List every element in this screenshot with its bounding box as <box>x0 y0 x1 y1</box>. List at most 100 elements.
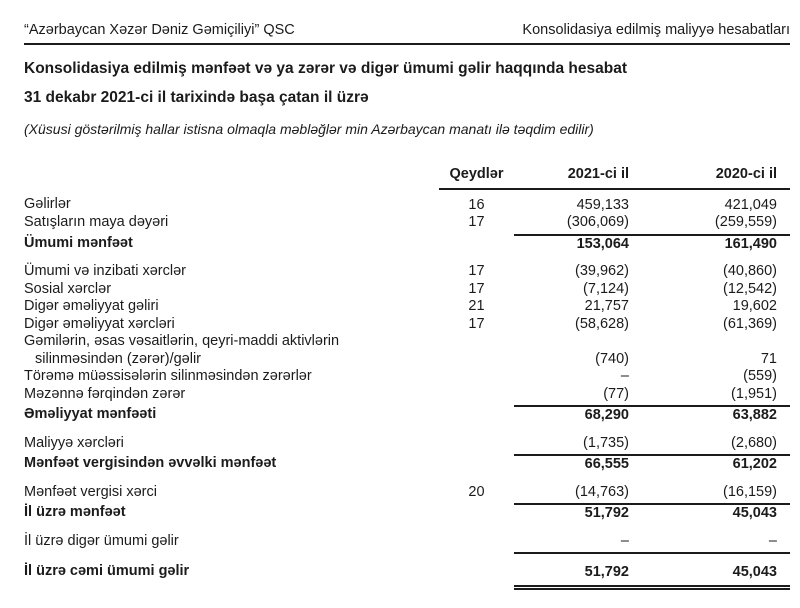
table-row: İl üzrə cəmi ümumi gəlir 51,792 45,043 <box>24 553 790 590</box>
presentation-note: (Xüsusi göstərilmiş hallar istisna olmaq… <box>24 121 594 137</box>
row-label-line2: silinməsindən (zərər)/gəlir <box>35 350 201 367</box>
row-note-number: 17 <box>468 263 485 279</box>
statement-period: 31 dekabr 2021-ci il tarixində başa çata… <box>24 89 369 106</box>
row-value-2020: (16,159) <box>640 473 790 505</box>
row-note-number <box>439 235 514 254</box>
table-row: Ümumi mənfəət 153,064 161,490 <box>24 235 790 254</box>
table-row: Mənfəət vergisi xərci 20 (14,763) (16,159) <box>24 473 790 505</box>
income-statement-table: Qeydlər 2021-ci il 2020-ci il Gəlirlər 16… <box>24 166 790 590</box>
table-row: Gəmilərin, əsas vəsaitlərin, qeyri-maddi… <box>24 333 790 368</box>
row-value-2020: 63,882 <box>732 407 777 423</box>
row-label: Sosial xərclər <box>24 280 112 297</box>
row-value-2020: (259,559) <box>640 214 790 236</box>
row-label: Ümumi mənfəət <box>24 234 133 251</box>
table-row: Digər əməliyyat gəliri 21 21,757 19,602 <box>24 298 790 316</box>
company-name: “Azərbaycan Xəzər Dəniz Gəmiçiliyi” QSC <box>24 22 295 38</box>
row-label: Digər əməliyyat gəliri <box>24 298 159 314</box>
row-value-2020: 61,202 <box>732 456 777 472</box>
row-label: Digər əməliyyat xərcləri <box>24 315 175 332</box>
row-value-2020: – <box>640 522 790 554</box>
row-note-number <box>439 504 514 523</box>
row-note-number <box>439 406 514 425</box>
row-note-number <box>439 455 514 474</box>
table-row: Əməliyyat mənfəəti 68,290 63,882 <box>24 406 790 425</box>
statement-table-body: Gəlirlər 16 459,133 421,049 Satışların maya … <box>24 189 790 590</box>
row-note-number <box>439 553 514 587</box>
row-label: Satışların maya dəyəri <box>24 214 169 230</box>
row-label: İl üzrə mənfəət <box>24 504 126 520</box>
row-value-2021: – <box>514 522 640 554</box>
row-value-2020: (1,951) <box>640 385 790 407</box>
row-value-2020: 421,049 <box>724 196 777 213</box>
row-value-2020: 71 <box>760 350 777 367</box>
row-note-number: 21 <box>468 298 485 314</box>
table-row: İl üzrə digər ümumi gəlir – – <box>24 522 790 554</box>
row-value-2021: 459,133 <box>576 196 629 213</box>
row-value-2021: 66,555 <box>584 456 629 472</box>
row-value-2021: (77) <box>514 385 640 407</box>
row-value-2020: (40,860) <box>722 263 777 279</box>
label-column-header <box>24 166 439 189</box>
row-note-number <box>439 386 514 407</box>
row-value-2021: (1,735) <box>514 424 640 456</box>
row-label: İl üzrə cəmi ümumi gəlir <box>24 563 190 579</box>
row-label: Maliyyə xərcləri <box>24 434 124 451</box>
row-value-2021: 21,757 <box>584 298 629 314</box>
year-2020-column-header: 2020-ci il <box>640 166 790 190</box>
row-value-2021: 68,290 <box>584 407 629 423</box>
statement-title: Konsolidasiya edilmiş mənfəət və ya zərə… <box>24 60 627 77</box>
row-label: Mənfəət vergisindən əvvəlki mənfəət <box>24 455 277 471</box>
row-value-2020: 161,490 <box>724 235 777 252</box>
row-value-2020: 45,043 <box>640 553 790 590</box>
notes-column-header: Qeydlər <box>439 166 514 190</box>
row-value-2021: – <box>620 368 629 384</box>
row-note-number: 17 <box>468 280 485 297</box>
row-value-2020: 45,043 <box>732 505 777 521</box>
table-row: Sosial xərclər 17 (7,124) (12,542) <box>24 281 790 299</box>
year-2021-column-header: 2021-ci il <box>514 166 640 190</box>
row-note-number: 20 <box>468 483 485 500</box>
row-value-2021: (14,763) <box>514 473 640 505</box>
row-note-number: 17 <box>468 214 485 230</box>
row-label: Mənfəət vergisi xərci <box>24 483 157 500</box>
row-value-2020: (61,369) <box>722 315 777 332</box>
row-note-number <box>439 333 514 368</box>
row-note-number <box>439 425 514 456</box>
document-header: “Azərbaycan Xəzər Dəniz Gəmiçiliyi” QSC … <box>24 22 790 45</box>
report-type-label: Konsolidasiya edilmiş maliyyə hesabatlar… <box>522 22 790 38</box>
row-note-number: 17 <box>468 315 485 332</box>
row-label: Məzənnə fərqindən zərər <box>24 385 186 402</box>
row-value-2021: 153,064 <box>576 235 629 252</box>
row-value-2020: (2,680) <box>640 424 790 456</box>
row-value-2021: 51,792 <box>584 505 629 521</box>
table-row: İl üzrə mənfəət 51,792 45,043 <box>24 504 790 523</box>
row-label: Gəlirlər <box>24 195 71 212</box>
row-label: Ümumi və inzibati xərclər <box>24 263 186 279</box>
row-value-2021: (306,069) <box>514 214 640 236</box>
row-value-2021: (58,628) <box>574 315 629 332</box>
table-row: Maliyyə xərcləri (1,735) (2,680) <box>24 424 790 456</box>
table-row: Törəmə müəssisələrin silinməsindən zərər… <box>24 368 790 386</box>
row-label: İl üzrə digər ümumi gəlir <box>24 532 179 549</box>
row-label: Törəmə müəssisələrin silinməsindən zərər… <box>24 368 312 384</box>
row-value-2021: 51,792 <box>514 553 640 590</box>
table-header-row: Qeydlər 2021-ci il 2020-ci il <box>24 166 790 190</box>
row-value-2021: (740) <box>595 350 629 367</box>
row-value-2020: (12,542) <box>722 280 777 297</box>
row-note-number: 16 <box>468 196 485 213</box>
table-row: Mənfəət vergisindən əvvəlki mənfəət 66,55… <box>24 455 790 474</box>
row-note-number <box>439 368 514 386</box>
table-row: Ümumi və inzibati xərclər 17 (39,962) (40,8… <box>24 253 790 281</box>
row-label: Əməliyyat mənfəəti <box>24 406 157 422</box>
row-label-line1: Gəmilərin, əsas vəsaitlərin, qeyri-maddi… <box>24 333 340 349</box>
table-row: Məzənnə fərqindən zərər (77) (1,951) <box>24 385 790 407</box>
table-row: Digər əməliyyat xərcləri 17 (58,628) (61,36… <box>24 316 790 334</box>
row-value-2021: (39,962) <box>574 263 629 279</box>
table-row: Satışların maya dəyəri 17 (306,069) (259,55… <box>24 214 790 236</box>
row-note-number <box>439 523 514 554</box>
row-value-2020: 19,602 <box>732 298 777 314</box>
table-row: Gəlirlər 16 459,133 421,049 <box>24 189 790 215</box>
row-value-2020: (559) <box>743 368 777 384</box>
row-value-2021: (7,124) <box>583 280 629 297</box>
